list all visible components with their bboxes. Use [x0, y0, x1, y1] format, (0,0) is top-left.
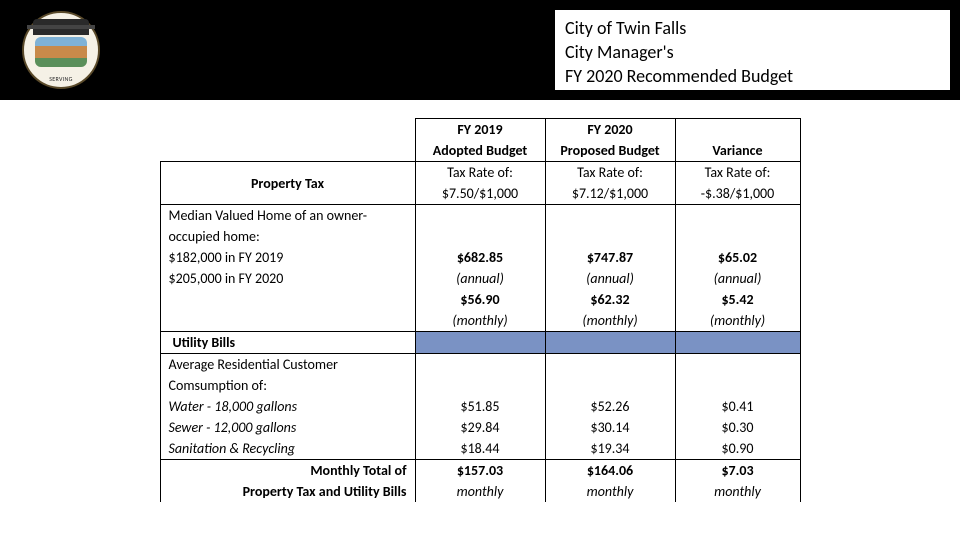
total-label-2: Property Tax and Utility Bills: [160, 481, 415, 502]
col-fy2019-sub: Adopted Budget: [415, 140, 545, 162]
col-fy2020-top: FY 2020: [545, 119, 675, 141]
median-row-3: $182,000 in FY 2019 $682.85 $747.87 $65.…: [160, 247, 800, 268]
utility-section-fill-1: [415, 332, 545, 354]
total-row-1: Monthly Total of $157.03 $164.06 $7.03: [160, 460, 800, 482]
title-line-2: City Manager's: [565, 40, 940, 64]
total-var: $7.03: [675, 460, 800, 482]
pt-monthly-var: $5.42: [675, 289, 800, 310]
total-note-var: monthly: [675, 481, 800, 502]
content-area: FY 2019 FY 2020 Adopted Budget Proposed …: [0, 100, 960, 502]
water-2020: $52.26: [545, 396, 675, 417]
title-line-1: City of Twin Falls: [565, 16, 940, 40]
pt-monthly-note-var: (monthly): [675, 310, 800, 332]
median-row-1: Median Valued Home of an owner-: [160, 205, 800, 227]
median-row-4: $205,000 in FY 2020 (annual) (annual) (a…: [160, 268, 800, 289]
utility-avg-1: Average Residential Customer: [160, 354, 800, 376]
pt-annual-var: $65.02: [675, 247, 800, 268]
empty-corner: [160, 119, 415, 141]
avg-l2: Comsumption of:: [160, 375, 415, 396]
water-2019: $51.85: [415, 396, 545, 417]
col-fy2020-sub: Proposed Budget: [545, 140, 675, 162]
utility-avg-2: Comsumption of:: [160, 375, 800, 396]
pt-monthly-note-2020: (monthly): [545, 310, 675, 332]
title-line-3: FY 2020 Recommended Budget: [565, 64, 940, 88]
pt-monthly-2020: $62.32: [545, 289, 675, 310]
pt-monthly-note-2019: (monthly): [415, 310, 545, 332]
property-tax-label: Property Tax: [160, 162, 415, 205]
utility-sewer: Sewer - 12,000 gallons $29.84 $30.14 $0.…: [160, 417, 800, 438]
header-row-1: FY 2019 FY 2020: [160, 119, 800, 141]
total-note-2019: monthly: [415, 481, 545, 502]
median-row-5: $56.90 $62.32 $5.42: [160, 289, 800, 310]
total-2019: $157.03: [415, 460, 545, 482]
median-row-2: occupied home:: [160, 226, 800, 247]
pt-annual-note-var: (annual): [675, 268, 800, 289]
header-bar: SERVING City of Twin Falls City Manager'…: [0, 0, 960, 100]
city-seal-logo: SERVING: [22, 11, 100, 89]
median-label-1: Median Valued Home of an owner-: [160, 205, 415, 227]
san-label: Sanitation & Recycling: [160, 438, 415, 460]
pt-rate-2019: $7.50/$1,000: [415, 183, 545, 205]
utility-sanitation: Sanitation & Recycling $18.44 $19.34 $0.…: [160, 438, 800, 460]
col-variance: Variance: [675, 140, 800, 162]
median-2020: $205,000 in FY 2020: [160, 268, 415, 289]
median-row-6: (monthly) (monthly) (monthly): [160, 310, 800, 332]
sewer-var: $0.30: [675, 417, 800, 438]
san-2020: $19.34: [545, 438, 675, 460]
avg-l1: Average Residential Customer: [160, 354, 415, 376]
col-fy2019-top: FY 2019: [415, 119, 545, 141]
property-tax-rate-row-1: Property Tax Tax Rate of: Tax Rate of: T…: [160, 162, 800, 184]
header-row-2: Adopted Budget Proposed Budget Variance: [160, 140, 800, 162]
col-variance-top: [675, 119, 800, 141]
san-2019: $18.44: [415, 438, 545, 460]
pt-annual-note-2020: (annual): [545, 268, 675, 289]
total-label-1: Monthly Total of: [160, 460, 415, 482]
pt-rate-var: -$.38/$1,000: [675, 183, 800, 205]
utility-section-row: Utility Bills: [160, 332, 800, 354]
title-box: City of Twin Falls City Manager's FY 202…: [555, 10, 950, 90]
median-label-2: occupied home:: [160, 226, 415, 247]
pt-annual-2019: $682.85: [415, 247, 545, 268]
sewer-2020: $30.14: [545, 417, 675, 438]
sewer-2019: $29.84: [415, 417, 545, 438]
utility-section-fill-2: [545, 332, 675, 354]
utility-section-fill-3: [675, 332, 800, 354]
water-label: Water - 18,000 gallons: [160, 396, 415, 417]
water-var: $0.41: [675, 396, 800, 417]
pt-rate-2020: $7.12/$1,000: [545, 183, 675, 205]
pt-annual-note-2019: (annual): [415, 268, 545, 289]
sewer-label: Sewer - 12,000 gallons: [160, 417, 415, 438]
median-2019: $182,000 in FY 2019: [160, 247, 415, 268]
pt-rate-prefix-2019: Tax Rate of:: [415, 162, 545, 184]
pt-rate-prefix-var: Tax Rate of:: [675, 162, 800, 184]
utility-label: Utility Bills: [160, 332, 415, 354]
utility-water: Water - 18,000 gallons $51.85 $52.26 $0.…: [160, 396, 800, 417]
pt-rate-prefix-2020: Tax Rate of:: [545, 162, 675, 184]
total-note-2020: monthly: [545, 481, 675, 502]
budget-table: FY 2019 FY 2020 Adopted Budget Proposed …: [160, 118, 801, 502]
total-row-2: Property Tax and Utility Bills monthly m…: [160, 481, 800, 502]
pt-monthly-2019: $56.90: [415, 289, 545, 310]
pt-annual-2020: $747.87: [545, 247, 675, 268]
san-var: $0.90: [675, 438, 800, 460]
total-2020: $164.06: [545, 460, 675, 482]
